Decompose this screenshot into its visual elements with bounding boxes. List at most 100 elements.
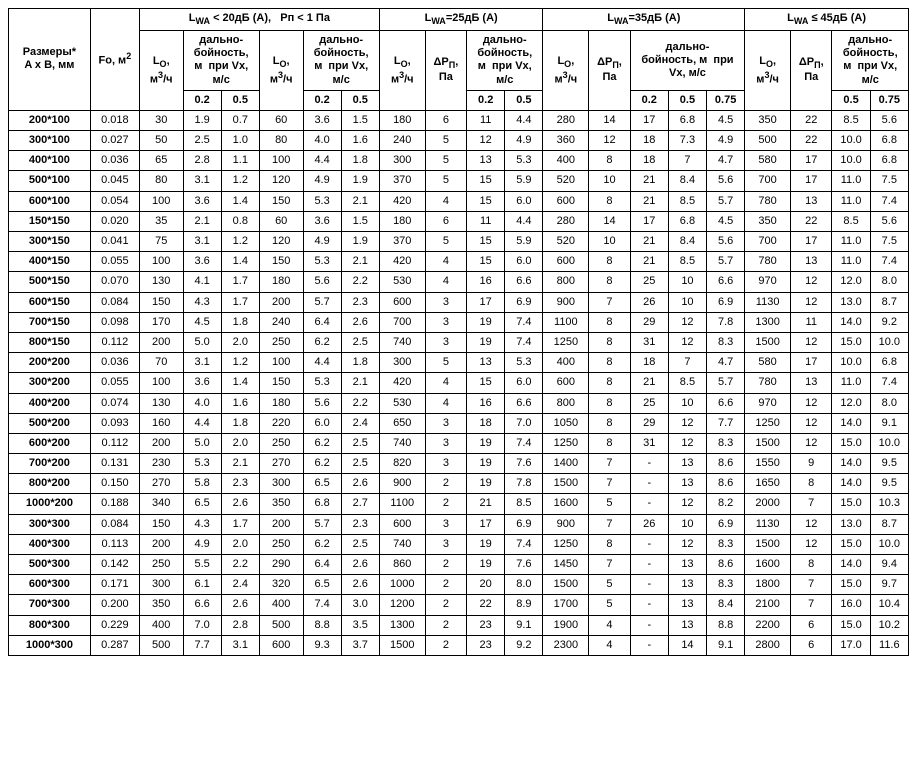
cell-value: 6.5 [183,494,221,514]
cell-value: - [630,474,668,494]
cell-value: 600 [543,191,589,211]
cell-value: 600 [379,292,425,312]
cell-value: 15.0 [832,534,870,554]
cell-value: 5.6 [707,232,745,252]
cell-value: 12 [791,272,832,292]
cell-value: 0.093 [90,413,139,433]
table-body: 200*1000.018301.90.7603.61.51806114.4280… [9,110,909,655]
cell-value: 240 [379,131,425,151]
cell-value: 6.9 [707,292,745,312]
cell-value: 600 [543,373,589,393]
cell-value: 10.0 [832,131,870,151]
cell-value: 7 [589,454,630,474]
cell-value: 75 [139,232,183,252]
cell-value: 100 [259,151,303,171]
hdr-g3-range: дально-бойность, м приVx, м/с [630,30,745,90]
cell-value: 6 [791,635,832,655]
cell-value: 350 [139,595,183,615]
cell-value: 5.6 [303,272,341,292]
cell-value: 280 [543,110,589,130]
hdr-size: Размеры*A x B, мм [9,9,91,111]
cell-value: 7.3 [668,131,706,151]
cell-value: 340 [139,494,183,514]
cell-value: 120 [259,232,303,252]
cell-size: 600*300 [9,575,91,595]
cell-value: 1.4 [221,373,259,393]
cell-value: 0.036 [90,151,139,171]
cell-value: 0.150 [90,474,139,494]
cell-value: 3.6 [303,110,341,130]
cell-value: 500 [745,131,791,151]
cell-value: 6.5 [303,575,341,595]
cell-value: 650 [379,413,425,433]
cell-value: 16 [467,272,505,292]
cell-value: 1250 [745,413,791,433]
cell-value: 1300 [745,312,791,332]
cell-value: 240 [259,312,303,332]
cell-value: 400 [259,595,303,615]
cell-value: 7.4 [505,312,543,332]
cell-value: 350 [745,110,791,130]
hdr-g4: LWA ≤ 45дБ (А) [745,9,909,31]
cell-value: 12 [668,433,706,453]
cell-value: - [630,635,668,655]
cell-size: 700*150 [9,312,91,332]
cell-value: 29 [630,312,668,332]
cell-value: 8 [589,272,630,292]
cell-value: 11.0 [832,232,870,252]
cell-value: 12 [668,413,706,433]
cell-value: 9.5 [870,454,908,474]
cell-value: 270 [139,474,183,494]
cell-value: 8.3 [707,534,745,554]
cell-value: 14.0 [832,454,870,474]
cell-value: 1200 [379,595,425,615]
hdr-g2-lo: LO,м3/ч [379,30,425,110]
cell-value: 0.074 [90,393,139,413]
cell-value: 18 [630,151,668,171]
cell-value: 7.4 [505,433,543,453]
cell-value: 2.2 [341,272,379,292]
cell-value: 520 [543,171,589,191]
cell-value: 7.4 [303,595,341,615]
cell-value: 65 [139,151,183,171]
cell-value: 5.3 [303,191,341,211]
cell-value: 3 [425,454,466,474]
table-row: 150*1500.020352.10.8603.61.51806114.4280… [9,211,909,231]
cell-value: 6.4 [303,312,341,332]
cell-value: 30 [139,110,183,130]
cell-value: 400 [543,151,589,171]
cell-value: 15 [467,171,505,191]
cell-value: 5 [589,494,630,514]
cell-value: 160 [139,413,183,433]
cell-value: 4.5 [707,110,745,130]
cell-value: 12 [791,534,832,554]
cell-value: 5.7 [707,252,745,272]
cell-value: 2200 [745,615,791,635]
cell-value: 10.2 [870,615,908,635]
cell-value: 3.1 [183,171,221,191]
cell-value: 5.7 [707,373,745,393]
cell-value: 1500 [543,474,589,494]
cell-value: 23 [467,635,505,655]
cell-value: 10 [589,232,630,252]
cell-value: 13 [668,474,706,494]
cell-value: 13 [467,151,505,171]
cell-value: 13 [791,252,832,272]
cell-value: 21 [630,232,668,252]
cell-size: 500*100 [9,171,91,191]
cell-value: 900 [379,474,425,494]
cell-value: 11 [467,110,505,130]
cell-value: 780 [745,252,791,272]
cell-value: 7.4 [505,332,543,352]
cell-value: 20 [467,575,505,595]
cell-value: 230 [139,454,183,474]
cell-value: 200 [259,292,303,312]
cell-value: 8.0 [505,575,543,595]
cell-value: 21 [630,171,668,191]
cell-value: 6.6 [505,272,543,292]
cell-value: 290 [259,555,303,575]
cell-value: 3.6 [303,211,341,231]
table-row: 300*3000.0841504.31.72005.72.36003176.99… [9,514,909,534]
cell-value: 740 [379,332,425,352]
cell-value: 180 [259,272,303,292]
